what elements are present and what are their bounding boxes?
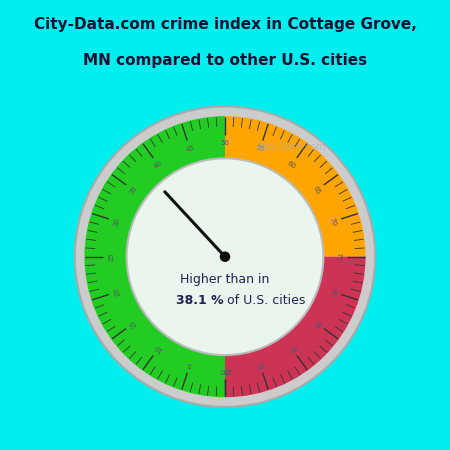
Text: 60: 60 [286,160,297,170]
Text: 100: 100 [218,367,232,373]
Text: 30: 30 [113,216,122,227]
Wedge shape [85,116,225,397]
Text: 20: 20 [113,287,122,297]
Text: 38.1 %: 38.1 % [176,294,223,307]
Text: City-Data.com: City-Data.com [256,142,326,153]
Text: 85: 85 [312,318,322,328]
Circle shape [126,158,324,355]
Text: 45: 45 [185,145,195,153]
Text: ⬤: ⬤ [258,144,266,151]
Text: 75: 75 [335,252,342,261]
Text: 15: 15 [128,318,138,328]
Text: 95: 95 [255,360,265,369]
Text: 5: 5 [187,361,193,368]
Text: 35: 35 [128,185,138,195]
Text: 0: 0 [223,367,227,373]
Text: 25: 25 [108,252,115,261]
Text: 40: 40 [153,160,164,170]
Text: of U.S. cities: of U.S. cities [223,294,306,307]
Text: 90: 90 [286,343,297,354]
Circle shape [220,252,230,262]
Wedge shape [225,116,365,256]
Text: 50: 50 [220,140,230,146]
Wedge shape [136,168,314,346]
Text: Higher than in: Higher than in [180,273,270,286]
Text: 10: 10 [153,343,164,354]
Wedge shape [225,256,365,397]
Text: 55: 55 [255,145,265,153]
Wedge shape [75,107,375,407]
Text: MN compared to other U.S. cities: MN compared to other U.S. cities [83,53,367,68]
Text: 80: 80 [328,287,337,297]
Text: City-Data.com crime index in Cottage Grove,: City-Data.com crime index in Cottage Gro… [34,17,416,32]
Text: 70: 70 [328,216,337,227]
Text: 65: 65 [312,185,322,195]
